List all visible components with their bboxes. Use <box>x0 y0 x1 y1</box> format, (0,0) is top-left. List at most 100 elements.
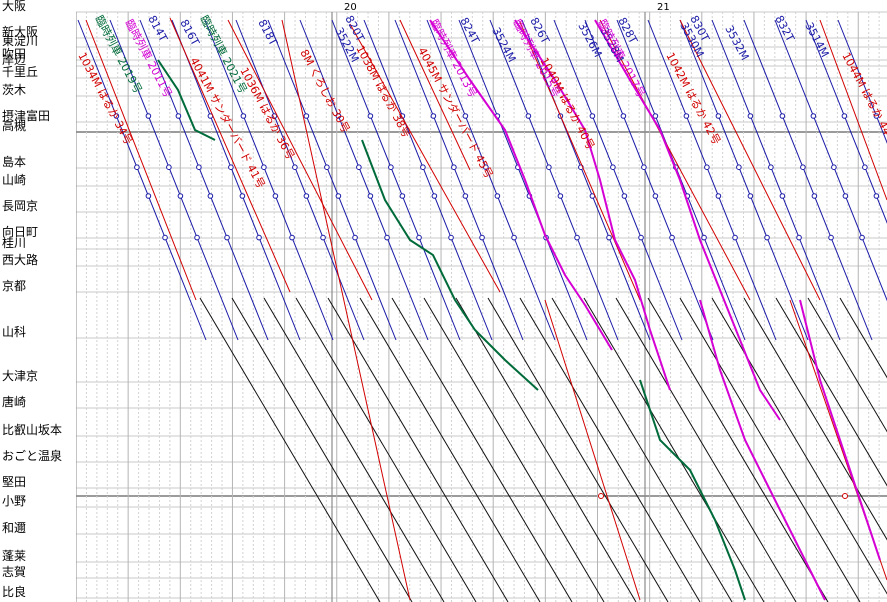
limited-express-line[interactable] <box>349 23 501 293</box>
through-train-line[interactable] <box>263 297 445 602</box>
limited-express-line[interactable] <box>819 19 887 201</box>
station-label: 志賀 <box>2 565 27 579</box>
local-train-line[interactable] <box>139 19 269 341</box>
stop-marker <box>367 113 374 119</box>
local-train-line[interactable] <box>458 19 588 341</box>
through-train-line[interactable] <box>231 297 413 602</box>
station-label: 摂津富田 <box>2 109 51 123</box>
limited-express-line[interactable] <box>599 19 751 301</box>
through-train-line[interactable] <box>295 297 477 602</box>
local-train-line[interactable] <box>331 19 461 341</box>
stop-marker <box>736 164 742 170</box>
local-train-line[interactable] <box>837 19 887 340</box>
local-train-line[interactable] <box>647 19 777 341</box>
extra-train-line[interactable] <box>639 379 746 601</box>
through-train-line[interactable] <box>615 297 797 602</box>
local-train-line[interactable] <box>204 19 334 341</box>
stop-marker <box>145 113 152 119</box>
local-train-line[interactable] <box>679 19 809 341</box>
stop-marker <box>256 234 262 241</box>
local-train-line[interactable] <box>489 19 619 341</box>
extra-train-line[interactable] <box>799 299 881 561</box>
station-label: 小野 <box>2 494 27 508</box>
local-train-line[interactable] <box>394 19 524 341</box>
extra-train-line[interactable] <box>429 19 613 351</box>
through-train-line[interactable] <box>647 297 829 602</box>
train-label[interactable]: 818T <box>255 17 280 48</box>
local-train-line[interactable] <box>584 19 714 341</box>
stop-marker <box>796 234 802 241</box>
local-train-line[interactable] <box>171 19 301 341</box>
local-train-line[interactable] <box>267 19 397 341</box>
hour-label: 20 <box>344 2 357 13</box>
limited-express-line[interactable] <box>169 17 291 293</box>
stop-marker <box>732 234 738 241</box>
limited-express-line[interactable] <box>544 299 641 601</box>
stop-marker <box>399 193 406 199</box>
stop-marker <box>320 234 326 241</box>
stop-marker <box>842 493 848 499</box>
stop-marker <box>162 234 168 241</box>
extra-train-line[interactable] <box>514 19 671 391</box>
local-train-line[interactable] <box>774 19 887 340</box>
local-train-line[interactable] <box>77 19 207 341</box>
station-label: 蓬莱 <box>2 549 27 563</box>
stop-marker <box>598 493 604 499</box>
local-train-line[interactable] <box>711 19 841 341</box>
through-train-line[interactable] <box>583 297 765 602</box>
local-train-line[interactable] <box>426 19 556 341</box>
local-train-line[interactable] <box>299 19 429 341</box>
local-train-line[interactable] <box>521 19 651 341</box>
limited-express-line[interactable] <box>281 19 411 601</box>
through-train-line[interactable] <box>199 297 381 602</box>
limited-express-line[interactable] <box>519 21 641 301</box>
stop-marker <box>800 164 806 170</box>
extra-train-line[interactable] <box>157 59 216 141</box>
through-train-line[interactable] <box>679 297 861 602</box>
train-label[interactable]: 824T <box>457 15 482 46</box>
extra-train-line[interactable] <box>699 299 826 601</box>
stop-marker <box>166 164 172 170</box>
stop-marker <box>831 164 837 170</box>
extra-train-line[interactable] <box>594 19 781 421</box>
train-label[interactable]: 832T <box>772 13 797 44</box>
through-train-line[interactable] <box>359 297 541 602</box>
station-label: 和邇 <box>2 521 27 535</box>
station-label: 高槻 <box>2 119 27 133</box>
through-train-line[interactable] <box>743 297 887 602</box>
train-label[interactable]: 1038M はるか 38号 <box>353 43 413 140</box>
through-train-line[interactable] <box>423 297 605 602</box>
limited-express-line[interactable] <box>679 19 821 301</box>
station-label: 新大阪 <box>2 25 39 39</box>
through-train-line[interactable] <box>327 297 509 602</box>
stop-marker <box>416 234 422 241</box>
through-train-line[interactable] <box>519 297 701 602</box>
local-train-line[interactable] <box>235 19 365 341</box>
origin-station-label: 大阪 <box>2 0 27 13</box>
limited-express-line[interactable] <box>85 19 197 301</box>
through-train-line[interactable] <box>839 297 887 602</box>
local-train-line[interactable] <box>363 19 493 341</box>
stop-marker <box>367 193 374 199</box>
through-train-line[interactable] <box>711 297 887 602</box>
through-train-line[interactable] <box>487 297 669 602</box>
local-train-line[interactable] <box>109 19 239 341</box>
local-train-line[interactable] <box>553 19 683 341</box>
limited-express-line[interactable] <box>399 19 471 171</box>
through-train-line[interactable] <box>455 297 637 602</box>
local-train-line[interactable] <box>805 19 887 340</box>
through-train-line[interactable] <box>807 297 887 602</box>
stop-marker <box>638 234 644 241</box>
stop-marker <box>669 234 675 241</box>
through-train-line[interactable] <box>775 297 887 602</box>
extra-train-line[interactable] <box>361 139 539 391</box>
through-train-line[interactable] <box>391 297 573 602</box>
through-train-line[interactable] <box>551 297 733 602</box>
stop-marker <box>292 164 298 170</box>
stop-marker <box>271 113 278 119</box>
local-train-line[interactable] <box>743 19 873 341</box>
stop-marker <box>261 164 267 170</box>
limited-express-line[interactable] <box>227 19 373 301</box>
